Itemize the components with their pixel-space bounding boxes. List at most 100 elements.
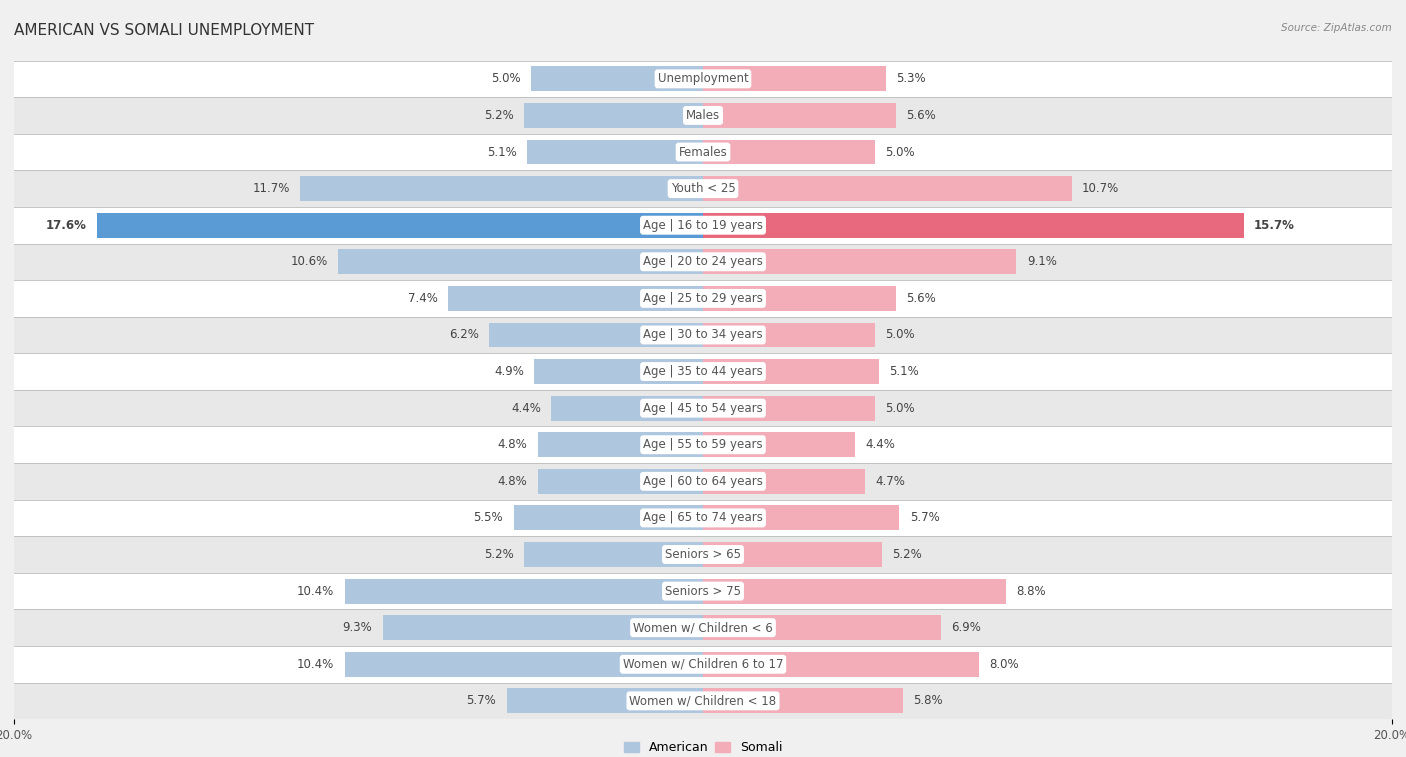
- Text: Age | 45 to 54 years: Age | 45 to 54 years: [643, 402, 763, 415]
- Bar: [299, 176, 703, 201]
- Bar: [14, 426, 1392, 463]
- Text: Age | 35 to 44 years: Age | 35 to 44 years: [643, 365, 763, 378]
- Text: 17.6%: 17.6%: [45, 219, 86, 232]
- Bar: [703, 139, 875, 164]
- Bar: [524, 103, 703, 128]
- Bar: [703, 615, 941, 640]
- Bar: [14, 536, 1392, 573]
- Text: 4.7%: 4.7%: [875, 475, 905, 488]
- Text: 4.9%: 4.9%: [494, 365, 524, 378]
- Bar: [703, 103, 896, 128]
- Bar: [14, 244, 1392, 280]
- Text: Males: Males: [686, 109, 720, 122]
- Bar: [703, 578, 1007, 603]
- Text: 5.7%: 5.7%: [910, 512, 939, 525]
- Bar: [527, 139, 703, 164]
- Bar: [703, 359, 879, 384]
- Text: Females: Females: [679, 145, 727, 158]
- Bar: [14, 500, 1392, 536]
- Text: 5.6%: 5.6%: [907, 109, 936, 122]
- Text: Seniors > 65: Seniors > 65: [665, 548, 741, 561]
- Bar: [524, 542, 703, 567]
- Text: Age | 65 to 74 years: Age | 65 to 74 years: [643, 512, 763, 525]
- Bar: [703, 688, 903, 713]
- Bar: [14, 390, 1392, 426]
- Text: 5.1%: 5.1%: [488, 145, 517, 158]
- Text: Age | 30 to 34 years: Age | 30 to 34 years: [643, 329, 763, 341]
- Text: 4.4%: 4.4%: [865, 438, 894, 451]
- Bar: [531, 67, 703, 92]
- Text: 4.8%: 4.8%: [498, 438, 527, 451]
- Text: 5.0%: 5.0%: [491, 73, 520, 86]
- Bar: [703, 176, 1071, 201]
- Legend: American, Somali: American, Somali: [619, 736, 787, 757]
- Bar: [14, 354, 1392, 390]
- Text: 4.8%: 4.8%: [498, 475, 527, 488]
- Text: 15.7%: 15.7%: [1254, 219, 1295, 232]
- Text: 11.7%: 11.7%: [252, 182, 290, 195]
- Bar: [14, 573, 1392, 609]
- Text: Age | 25 to 29 years: Age | 25 to 29 years: [643, 292, 763, 305]
- Text: Source: ZipAtlas.com: Source: ZipAtlas.com: [1281, 23, 1392, 33]
- Bar: [14, 134, 1392, 170]
- Bar: [703, 249, 1017, 274]
- Bar: [506, 688, 703, 713]
- Text: 5.3%: 5.3%: [896, 73, 925, 86]
- Bar: [703, 322, 875, 347]
- Bar: [703, 652, 979, 677]
- Bar: [14, 97, 1392, 134]
- Text: Women w/ Children < 18: Women w/ Children < 18: [630, 694, 776, 707]
- Text: Unemployment: Unemployment: [658, 73, 748, 86]
- Text: 5.5%: 5.5%: [474, 512, 503, 525]
- Bar: [14, 170, 1392, 207]
- Bar: [14, 609, 1392, 646]
- Text: 8.8%: 8.8%: [1017, 584, 1046, 597]
- Bar: [703, 67, 886, 92]
- Text: 8.0%: 8.0%: [988, 658, 1018, 671]
- Bar: [537, 432, 703, 457]
- Bar: [551, 396, 703, 421]
- Text: Age | 55 to 59 years: Age | 55 to 59 years: [643, 438, 763, 451]
- Text: 4.4%: 4.4%: [512, 402, 541, 415]
- Bar: [14, 316, 1392, 354]
- Text: 10.7%: 10.7%: [1083, 182, 1119, 195]
- Bar: [14, 280, 1392, 316]
- Bar: [344, 578, 703, 603]
- Bar: [14, 463, 1392, 500]
- Bar: [703, 213, 1244, 238]
- Bar: [14, 61, 1392, 97]
- Text: 5.8%: 5.8%: [912, 694, 943, 707]
- Text: Youth < 25: Youth < 25: [671, 182, 735, 195]
- Bar: [449, 286, 703, 311]
- Text: Age | 16 to 19 years: Age | 16 to 19 years: [643, 219, 763, 232]
- Text: 5.6%: 5.6%: [907, 292, 936, 305]
- Bar: [14, 207, 1392, 244]
- Bar: [337, 249, 703, 274]
- Text: 5.0%: 5.0%: [886, 402, 915, 415]
- Text: 6.9%: 6.9%: [950, 621, 981, 634]
- Text: 5.0%: 5.0%: [886, 329, 915, 341]
- Bar: [489, 322, 703, 347]
- Text: 5.7%: 5.7%: [467, 694, 496, 707]
- Bar: [703, 469, 865, 494]
- Text: 10.4%: 10.4%: [297, 658, 335, 671]
- Text: 5.0%: 5.0%: [886, 145, 915, 158]
- Bar: [534, 359, 703, 384]
- Bar: [703, 506, 900, 531]
- Bar: [513, 506, 703, 531]
- Text: 10.4%: 10.4%: [297, 584, 335, 597]
- Bar: [14, 646, 1392, 683]
- Text: 5.2%: 5.2%: [893, 548, 922, 561]
- Text: 7.4%: 7.4%: [408, 292, 437, 305]
- Text: 10.6%: 10.6%: [290, 255, 328, 268]
- Bar: [703, 396, 875, 421]
- Bar: [703, 286, 896, 311]
- Text: 9.3%: 9.3%: [343, 621, 373, 634]
- Text: 9.1%: 9.1%: [1026, 255, 1057, 268]
- Text: Women w/ Children < 6: Women w/ Children < 6: [633, 621, 773, 634]
- Text: Women w/ Children 6 to 17: Women w/ Children 6 to 17: [623, 658, 783, 671]
- Text: 6.2%: 6.2%: [450, 329, 479, 341]
- Bar: [703, 432, 855, 457]
- Text: Seniors > 75: Seniors > 75: [665, 584, 741, 597]
- Bar: [703, 542, 882, 567]
